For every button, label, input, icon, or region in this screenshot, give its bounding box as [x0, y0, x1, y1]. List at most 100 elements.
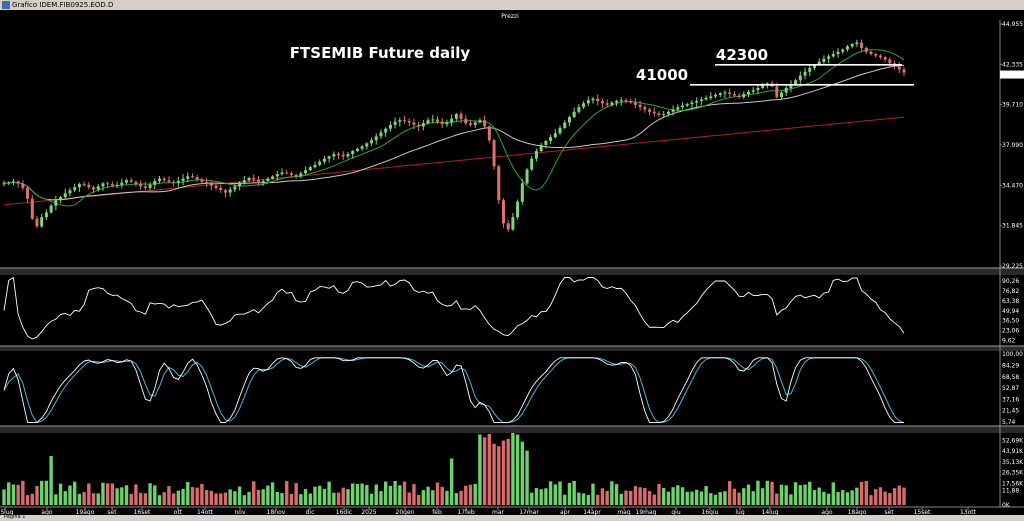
candle-body: [817, 61, 821, 65]
volume-bar: [421, 490, 426, 505]
volume-bar: [459, 490, 463, 505]
candle-body: [426, 120, 430, 124]
volume-bar: [398, 485, 402, 505]
candle-body: [591, 98, 595, 101]
volume-panel[interactable]: [2, 425, 906, 505]
candle-body: [266, 178, 270, 181]
candle-body: [751, 90, 755, 92]
candle-body: [558, 127, 562, 134]
candle-body: [874, 54, 878, 56]
time-tick-label: 15set: [914, 509, 931, 515]
candle-body: [596, 98, 600, 101]
volume-bar: [610, 481, 614, 505]
volume-bar: [497, 446, 501, 505]
candle-body: [737, 95, 741, 98]
volume-bar: [39, 480, 44, 505]
candle-body: [285, 172, 289, 174]
volume-bar: [350, 483, 355, 505]
volume-bar: [902, 487, 906, 505]
volume-bar: [638, 487, 642, 505]
volume-bar: [162, 492, 166, 505]
volume-bar: [332, 492, 336, 505]
chart-area[interactable]: Prezzi 44.95542.33541.67039.71037.09034.…: [0, 10, 1024, 515]
page-tab[interactable]: Pagina 1: [4, 514, 26, 520]
volume-bar: [289, 493, 294, 505]
candle-body: [902, 69, 906, 73]
candle-body: [393, 121, 397, 125]
candle-body: [106, 183, 110, 185]
candle-body: [7, 182, 11, 184]
candle-body: [525, 169, 529, 184]
candle-body: [115, 184, 119, 186]
stochastic-panel[interactable]: [3, 357, 905, 424]
candle-body: [454, 114, 458, 119]
panel-separator: [0, 346, 1024, 351]
volume-bar: [440, 486, 444, 505]
time-tick-label: 19mag: [636, 509, 657, 515]
volume-bar: [186, 481, 190, 505]
volume-bar: [195, 487, 199, 505]
candle-body: [478, 120, 482, 123]
candle-body: [836, 51, 840, 55]
volume-bar: [883, 491, 887, 505]
oscillator-line: [3, 276, 905, 340]
volume-bar: [148, 483, 152, 505]
volume-bar: [176, 490, 181, 505]
candle-body: [148, 184, 152, 188]
volume-bar: [431, 490, 435, 505]
volume-bar: [308, 493, 312, 505]
candle-body: [742, 94, 746, 98]
volume-bar: [789, 494, 793, 505]
candle-body: [883, 57, 887, 60]
candle-body: [82, 184, 86, 186]
stoch-tick-label: 21,45: [1002, 408, 1019, 415]
volume-bar: [416, 494, 421, 505]
volume-bar: [252, 481, 256, 505]
candle-body: [699, 99, 703, 101]
volume-bar: [831, 482, 836, 505]
candle-body: [666, 111, 670, 115]
candle-body: [756, 87, 760, 91]
volume-bar: [520, 441, 525, 505]
candle-body: [487, 126, 491, 141]
time-tick-label: set: [107, 509, 117, 515]
candle-body: [436, 119, 440, 122]
volume-bar: [864, 481, 869, 505]
candle-body: [21, 183, 25, 188]
volume-bar: [285, 480, 289, 505]
volume-bar: [836, 491, 840, 505]
time-tick-label: 13ott: [960, 509, 977, 515]
volume-bar: [808, 481, 812, 505]
candle-body: [351, 151, 355, 155]
time-tick-label: ott: [174, 509, 183, 515]
oscillator-panel[interactable]: [3, 276, 905, 340]
candle-body: [822, 58, 826, 62]
candle-body: [794, 80, 798, 85]
volume-bar: [242, 495, 247, 505]
candle-body: [624, 100, 628, 102]
level-label-41000: 41000: [636, 66, 688, 84]
volume-bar: [629, 490, 633, 505]
volume-bar: [336, 492, 341, 505]
candle-body: [157, 178, 161, 181]
volume-bar: [464, 485, 468, 505]
candle-body: [567, 117, 571, 123]
price-panel[interactable]: [2, 39, 915, 232]
volume-bar: [548, 481, 553, 505]
volume-tick-label: 11,88: [1002, 487, 1019, 494]
volume-bar: [765, 480, 770, 505]
candle-body: [412, 122, 416, 125]
volume-bar: [567, 482, 572, 505]
status-bar: Pagina 1: [0, 514, 1024, 521]
time-tick-label: lug: [735, 509, 744, 515]
price-axis: 44.95542.33541.67039.71037.09034.47031.8…: [0, 20, 1024, 509]
candle-body: [831, 54, 835, 57]
candle-body: [252, 177, 256, 180]
volume-bar: [91, 493, 96, 505]
volume-bar: [581, 493, 586, 505]
candle-body: [228, 189, 232, 193]
candle-body: [539, 144, 543, 151]
candle-body: [497, 166, 501, 201]
volume-bar: [30, 493, 34, 505]
candle-body: [789, 84, 793, 88]
